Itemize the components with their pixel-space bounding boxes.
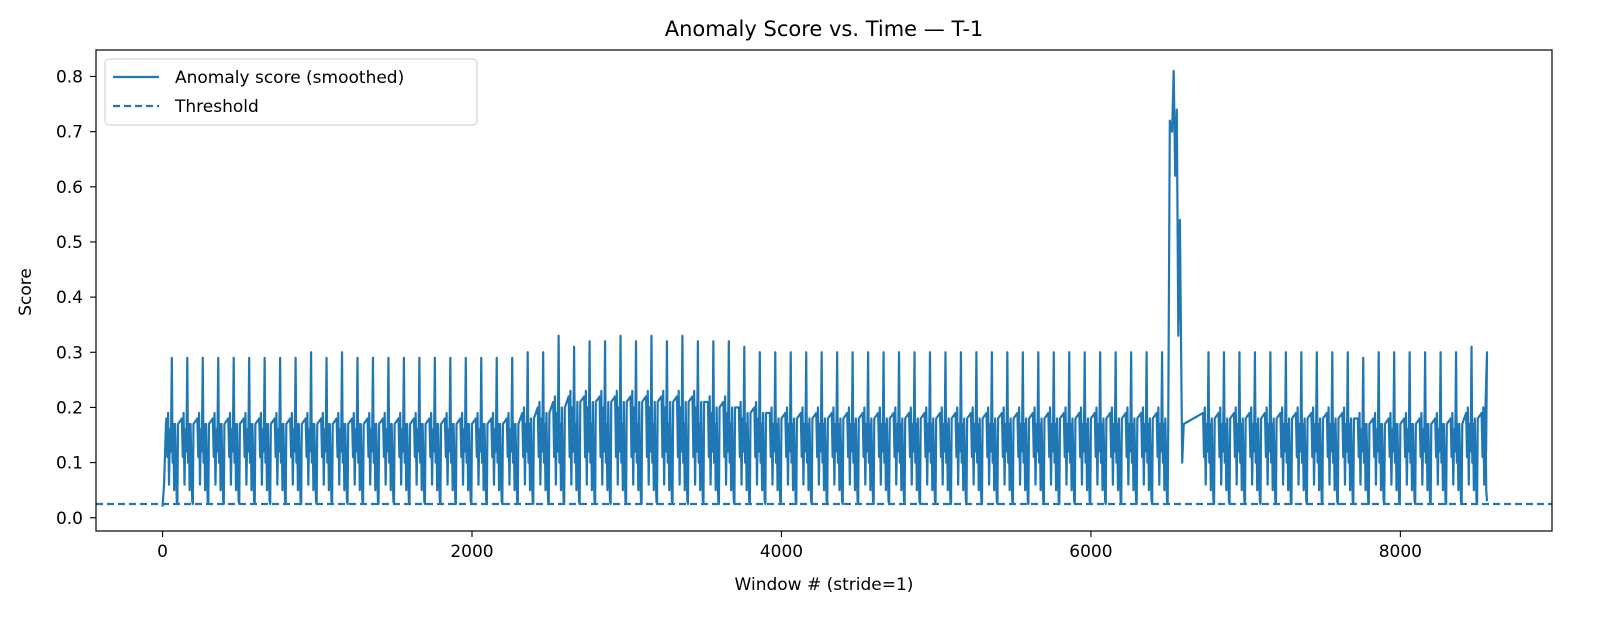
plot-area [96,69,1552,507]
y-tick-label: 0.5 [56,233,83,253]
chart-title: Anomaly Score vs. Time — T-1 [665,17,984,41]
y-tick-label: 0.4 [56,288,83,308]
legend: Anomaly score (smoothed) Threshold [104,58,478,126]
x-tick-label: 6000 [1069,542,1112,562]
y-tick-label: 0.1 [56,454,83,474]
y-tick-label: 0.3 [56,343,83,363]
legend-label-anomaly: Anomaly score (smoothed) [175,68,404,88]
x-tick-label: 0 [157,542,168,562]
x-tick-label: 4000 [760,542,803,562]
series-line-anomaly-score [161,69,1489,507]
y-tick-label: 0.2 [56,398,83,418]
x-axis-ticks: 0 2000 4000 6000 8000 [157,531,1422,562]
plot-frame [95,49,1553,532]
y-axis-label: Score [16,268,36,316]
legend-box [104,58,478,126]
y-tick-label: 0.7 [56,123,83,143]
y-axis-ticks: 0.0 0.1 0.2 0.3 0.4 0.5 0.6 0.7 0.8 [56,67,96,529]
x-tick-label: 2000 [450,542,493,562]
y-tick-label: 0.6 [56,178,83,198]
x-axis-label: Window # (stride=1) [735,575,914,595]
x-tick-label: 8000 [1379,542,1422,562]
legend-label-threshold: Threshold [174,97,259,117]
y-tick-label: 0.0 [56,509,83,529]
y-tick-label: 0.8 [56,67,83,87]
